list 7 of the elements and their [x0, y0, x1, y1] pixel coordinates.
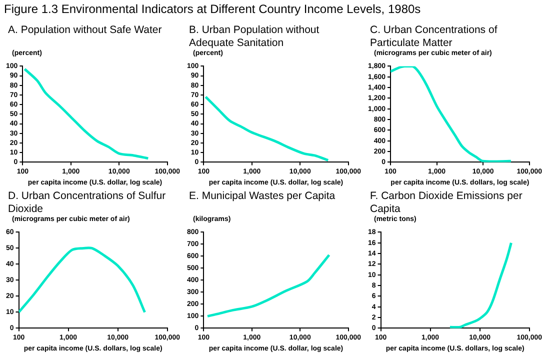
chart-title: B. Urban Population without Adequate Sanitation [188, 24, 320, 50]
chart-title: D. Urban Concentrations of Sulfur Dioxide [7, 190, 167, 216]
chart-title: E. Municipal Wastes per Capita [188, 190, 336, 204]
chart-title: A. Population without Safe Water [7, 24, 163, 38]
text: Figure 1.3 Environmental Indicators at Different Country Income Levels, 1980s [4, 2, 421, 16]
chart-title: C. Urban Concentrations of Particulate Matter [369, 24, 498, 50]
chart-title: F. Carbon Dioxide Emissions per Capita [369, 190, 524, 216]
